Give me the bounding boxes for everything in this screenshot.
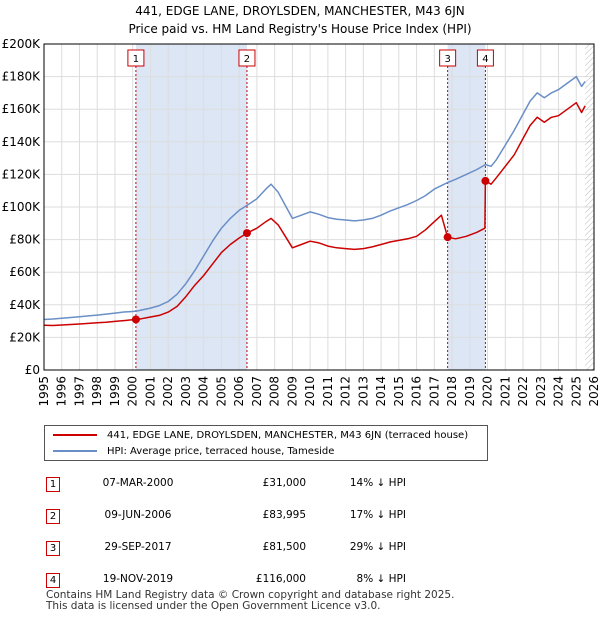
- legend-swatch-hpi: [53, 450, 97, 452]
- y-tick-label: £160K: [2, 102, 42, 116]
- sale-price: £83,995: [262, 509, 306, 521]
- sale-hpi-diff: 17% ↓ HPI: [349, 509, 406, 521]
- x-tick-label: 2014: [374, 376, 388, 407]
- hpi-series-line: [44, 75, 586, 321]
- sale-number-badge: 3: [46, 541, 60, 556]
- x-tick-label: 2009: [285, 376, 299, 407]
- sale-number-badge: 1: [46, 477, 60, 492]
- x-tick-label: 2005: [214, 376, 228, 407]
- sale-row: 3 29-SEP-2017 £81,500 29% ↓ HPI: [40, 536, 480, 568]
- x-tick-label: 2017: [427, 376, 441, 407]
- sale-date: 09-JUN-2006: [104, 509, 172, 521]
- sale-row: 4 19-NOV-2019 £116,000 8% ↓ HPI: [40, 568, 480, 600]
- sale-hpi-diff: 8% ↓ HPI: [356, 573, 406, 585]
- sale-row: 2 09-JUN-2006 £83,995 17% ↓ HPI: [40, 504, 480, 536]
- sale-point: [131, 315, 140, 324]
- x-tick-label: 2001: [143, 376, 157, 407]
- y-tick-label: £100K: [2, 200, 42, 214]
- y-tick-label: £180K: [2, 70, 42, 84]
- x-tick-label: 2024: [552, 376, 566, 407]
- x-tick-label: 2011: [321, 376, 335, 407]
- y-tick-label: £0: [25, 363, 40, 377]
- x-tick-label: 2019: [463, 376, 477, 407]
- y-tick-label: £80K: [9, 233, 41, 247]
- x-tick-label: 2015: [392, 376, 406, 407]
- y-tick-label: £120K: [2, 167, 42, 181]
- y-tick-label: £40K: [9, 298, 41, 312]
- sale-point: [481, 176, 490, 185]
- sale-date: 07-MAR-2000: [102, 477, 174, 489]
- legend-item-hpi: HPI: Average price, terraced house, Tame…: [53, 444, 334, 460]
- x-tick-label: 1999: [108, 376, 122, 407]
- x-tick-label: 2021: [498, 376, 512, 407]
- y-tick-label: £20K: [9, 330, 41, 344]
- x-tick-label: 2013: [356, 376, 370, 407]
- sale-hpi-diff: 14% ↓ HPI: [349, 477, 406, 489]
- x-tick-label: 2000: [126, 376, 140, 407]
- sale-price: £81,500: [262, 541, 306, 553]
- x-tick-label: 2023: [534, 376, 548, 407]
- x-tick-label: 1995: [37, 376, 51, 407]
- sale-marker-label: 3: [444, 54, 450, 65]
- legend-swatch-property: [53, 434, 97, 436]
- x-tick-label: 2003: [179, 376, 193, 407]
- x-tick-label: 2016: [410, 376, 424, 407]
- property-series-line: [44, 101, 586, 327]
- legend-item-property: 441, EDGE LANE, DROYLSDEN, MANCHESTER, M…: [53, 428, 468, 444]
- price-chart: 1 2 3 4 £0 £20K £40K £60K £80K £100K £120K £140K £1…: [2, 37, 600, 407]
- x-tick-label: 2004: [197, 376, 211, 407]
- x-tick-label: 1997: [72, 376, 86, 407]
- x-tick-label: 2007: [250, 376, 264, 407]
- sale-marker-box: [238, 49, 256, 67]
- title-address: 441, EDGE LANE, DROYLSDEN, MANCHESTER, M…: [135, 4, 465, 18]
- sale-marker-label: 1: [133, 54, 139, 65]
- sale-marker-box: [439, 49, 457, 67]
- sale-price: £31,000: [262, 477, 306, 489]
- y-tick-label: £140K: [2, 135, 42, 149]
- x-tick-label: 2002: [161, 376, 175, 407]
- plot-frame: [43, 43, 595, 371]
- x-tick-label: 2012: [339, 376, 353, 407]
- x-tick-label: 2020: [481, 376, 495, 407]
- forecast-hatch: [585, 44, 594, 370]
- sale-number-badge: 2: [46, 509, 60, 524]
- sale-point: [242, 229, 251, 238]
- x-tick-label: 2022: [516, 376, 530, 407]
- sales-table: 1 07-MAR-2000 £31,000 14% ↓ HPI 2 09-JUN…: [40, 472, 480, 600]
- attribution-footer: Contains HM Land Registry data © Crown c…: [46, 590, 454, 612]
- y-tick-label: £60K: [9, 265, 41, 279]
- title-subtitle: Price paid vs. HM Land Registry's House …: [128, 22, 472, 36]
- legend-label-property: 441, EDGE LANE, DROYLSDEN, MANCHESTER, M…: [107, 430, 469, 441]
- x-tick-label: 2025: [569, 376, 583, 407]
- chart-legend: 441, EDGE LANE, DROYLSDEN, MANCHESTER, M…: [44, 425, 488, 461]
- sale-date: 29-SEP-2017: [104, 541, 172, 553]
- chart-title: 441, EDGE LANE, DROYLSDEN, MANCHESTER, M…: [0, 2, 600, 38]
- sale-number-badge: 4: [46, 573, 60, 588]
- sale-marker-label: 4: [482, 54, 488, 65]
- x-tick-label: 1996: [55, 376, 69, 407]
- footer-licence: This data is licensed under the Open Gov…: [46, 600, 381, 612]
- sale-marker-box: [127, 49, 145, 67]
- sale-marker-label: 2: [244, 54, 250, 65]
- x-tick-label: 2008: [268, 376, 282, 407]
- x-tick-label: 2026: [587, 376, 600, 407]
- sale-marker-box: [476, 49, 494, 67]
- footer-copyright: Contains HM Land Registry data © Crown c…: [46, 589, 455, 601]
- x-tick-label: 2010: [303, 376, 317, 407]
- sale-price: £116,000: [255, 573, 306, 585]
- x-tick-label: 2006: [232, 376, 246, 407]
- sale-point: [443, 233, 452, 242]
- x-tick-label: 1998: [90, 376, 104, 407]
- sale-date: 19-NOV-2019: [102, 573, 174, 585]
- x-tick-label: 2018: [445, 376, 459, 407]
- legend-label-hpi: HPI: Average price, terraced house, Tame…: [107, 446, 335, 457]
- y-tick-label: £200K: [2, 37, 42, 51]
- sale-hpi-diff: 29% ↓ HPI: [349, 541, 406, 553]
- sale-row: 1 07-MAR-2000 £31,000 14% ↓ HPI: [40, 472, 480, 504]
